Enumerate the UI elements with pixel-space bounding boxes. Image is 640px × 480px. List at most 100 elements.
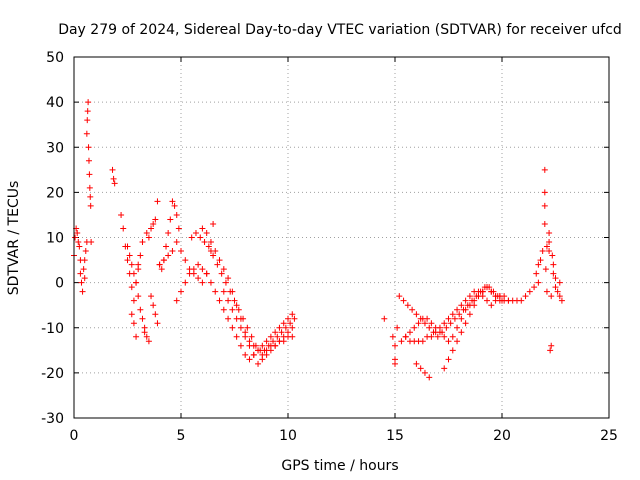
data-point <box>233 302 240 309</box>
data-point <box>428 333 435 340</box>
data-point <box>229 324 236 331</box>
data-point <box>263 347 270 354</box>
data-point <box>484 284 491 291</box>
data-point <box>471 302 478 309</box>
data-point <box>85 144 92 151</box>
data-point <box>154 320 161 327</box>
data-point <box>285 315 291 322</box>
data-point <box>263 338 270 345</box>
data-point <box>421 320 428 327</box>
data-point <box>466 293 473 300</box>
data-point <box>111 180 118 187</box>
data-point <box>546 248 553 255</box>
data-point <box>462 306 469 313</box>
data-point <box>402 333 409 340</box>
data-point <box>280 320 287 327</box>
data-point <box>541 166 548 173</box>
data-point <box>282 324 289 331</box>
data-point <box>413 311 420 318</box>
data-point <box>552 275 559 282</box>
x-tick-label: 20 <box>493 428 511 444</box>
data-point <box>229 288 236 295</box>
data-point <box>289 311 296 318</box>
data-point <box>87 193 94 200</box>
data-point <box>135 261 142 268</box>
data-point <box>526 288 533 295</box>
data-point <box>173 297 180 304</box>
data-point <box>133 279 140 286</box>
data-point <box>272 329 279 336</box>
y-tick-label: 50 <box>46 50 64 66</box>
data-point <box>167 216 174 223</box>
data-point <box>554 288 561 295</box>
data-point <box>556 279 563 286</box>
grid <box>74 57 609 418</box>
data-point <box>175 225 182 232</box>
data-point <box>165 252 172 259</box>
data-point <box>274 333 281 340</box>
data-point <box>462 297 469 304</box>
data-point <box>86 184 93 191</box>
data-point <box>207 239 214 246</box>
data-point <box>449 333 456 340</box>
data-point <box>192 229 199 236</box>
data-point <box>409 306 416 313</box>
data-point <box>201 239 208 246</box>
data-point <box>443 324 450 331</box>
data-point <box>394 324 401 331</box>
data-point <box>130 297 137 304</box>
data-point <box>220 266 227 273</box>
data-point <box>80 266 87 273</box>
data-point <box>287 320 294 327</box>
data-point <box>124 243 131 250</box>
data-point <box>128 261 135 268</box>
data-point <box>255 360 262 367</box>
data-point <box>141 329 148 336</box>
data-point <box>267 333 274 340</box>
data-point <box>182 257 189 264</box>
y-tick-label: 40 <box>46 95 64 111</box>
data-point <box>182 279 189 286</box>
data-point <box>537 257 544 264</box>
data-point <box>231 297 238 304</box>
data-point <box>216 257 223 264</box>
data-point <box>158 266 165 273</box>
data-point <box>548 293 555 300</box>
y-tick-label: 30 <box>46 140 64 156</box>
data-point <box>381 315 388 322</box>
data-point <box>392 360 398 367</box>
data-point <box>541 202 548 209</box>
data-point <box>210 220 217 227</box>
data-point <box>216 297 223 304</box>
data-point <box>156 261 163 268</box>
data-point <box>173 239 180 246</box>
data-point <box>424 315 431 322</box>
data-point <box>143 333 150 340</box>
data-point <box>458 302 465 309</box>
data-point <box>237 342 244 349</box>
data-point <box>488 288 495 295</box>
data-point <box>85 157 92 164</box>
data-point <box>148 293 155 300</box>
data-point <box>212 288 219 295</box>
data-point <box>531 284 538 291</box>
y-tick-label: -30 <box>41 411 64 427</box>
data-point <box>79 288 86 295</box>
data-point <box>289 333 296 340</box>
data-point <box>484 297 491 304</box>
data-point <box>152 311 159 318</box>
data-point <box>118 211 125 218</box>
data-point <box>548 342 555 349</box>
data-point <box>276 324 283 331</box>
data-point <box>229 306 236 313</box>
data-point <box>415 320 422 327</box>
data-point <box>547 347 554 354</box>
data-point <box>199 225 206 232</box>
data-point <box>190 266 197 273</box>
data-point <box>250 351 257 358</box>
data-point <box>109 166 116 173</box>
data-point <box>205 243 212 250</box>
plot-frame <box>73 56 610 419</box>
data-point <box>212 248 219 255</box>
data-point <box>235 306 242 313</box>
